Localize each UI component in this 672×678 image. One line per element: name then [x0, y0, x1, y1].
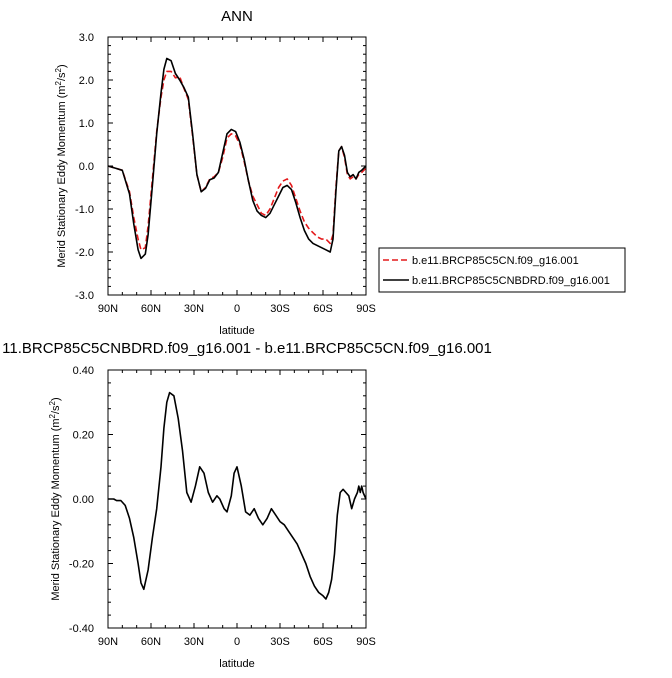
bottom-series-lines	[108, 391, 367, 600]
bottom-y-tick-label: -0.20	[69, 559, 94, 571]
bottom-x-tick-label: 30N	[184, 636, 204, 648]
top-y-tick-label: -3.0	[75, 290, 94, 302]
bottom-chart: 11.BRCP85C5CNBDRD.f09_g16.001 - b.e11.BR…	[2, 340, 492, 670]
bottom-x-tick-label: 60N	[141, 636, 161, 648]
top-y-tick-label: 0.0	[79, 161, 94, 173]
top-y-tick-label: 2.0	[79, 75, 94, 87]
bottom-chart-title: 11.BRCP85C5CNBDRD.f09_g16.001 - b.e11.BR…	[2, 340, 492, 357]
bottom-y-tick-label: 0.20	[73, 430, 94, 442]
bottom-y-axis-label: Merid Stationary Eddy Momentum (m2/s2)	[48, 397, 62, 600]
bottom-axis-ticks: 90N 60N 30N 0 30S 60S 90S -0.40 -0.20 0.00 0.20 0.4…	[69, 365, 376, 648]
top-y-tick-label: -2.0	[75, 247, 94, 259]
bottom-y-tick-label: -0.40	[69, 623, 94, 635]
top-chart: ANN 90N 60N 30N 0 30S 60S 90S -3.0 -2.0 -1.0 0.0 1.…	[54, 8, 626, 337]
bottom-x-tick-label: 60S	[313, 636, 333, 648]
top-x-tick-label: 90N	[98, 303, 118, 315]
bottom-x-axis-label: latitude	[219, 658, 254, 670]
top-plot-frame	[107, 36, 367, 296]
legend: b.e11.BRCP85C5CN.f09_g16.001 b.e11.BRCP8…	[378, 247, 626, 293]
bottom-x-tick-label: 90S	[356, 636, 376, 648]
bottom-y-tick-label: 0.00	[73, 494, 94, 506]
bottom-x-tick-label: 30S	[270, 636, 290, 648]
top-x-tick-label: 30S	[270, 303, 290, 315]
bottom-x-tick-label: 90N	[98, 636, 118, 648]
top-x-tick-label: 30N	[184, 303, 204, 315]
bottom-plot-frame	[107, 369, 367, 629]
top-axis-ticks: 90N 60N 30N 0 30S 60S 90S -3.0 -2.0 -1.0 0.0 1.0 2.0…	[75, 32, 376, 315]
bottom-y-tick-label: 0.40	[73, 365, 94, 377]
top-x-tick-label: 60S	[313, 303, 333, 315]
top-series-lines	[107, 57, 367, 260]
top-x-axis-label: latitude	[219, 325, 254, 337]
top-x-tick-label: 60N	[141, 303, 161, 315]
top-y-tick-label: -1.0	[75, 204, 94, 216]
top-series-line-2	[107, 57, 367, 260]
top-chart-title: ANN	[221, 8, 253, 25]
top-series-line-1	[107, 70, 367, 251]
legend-box	[378, 247, 626, 293]
top-x-tick-label: 90S	[356, 303, 376, 315]
top-x-tick-label: 0	[234, 303, 240, 315]
legend-entry-series-1: b.e11.BRCP85C5CN.f09_g16.001	[412, 255, 579, 267]
bottom-series-line-1	[108, 391, 367, 600]
top-y-tick-label: 3.0	[79, 32, 94, 44]
top-y-tick-label: 1.0	[79, 118, 94, 130]
bottom-x-tick-label: 0	[234, 636, 240, 648]
legend-entry-series-2: b.e11.BRCP85C5CNBDRD.f09_g16.001	[412, 275, 610, 287]
top-y-axis-label: Merid Stationary Eddy Momentum (m2/s2)	[54, 64, 68, 267]
